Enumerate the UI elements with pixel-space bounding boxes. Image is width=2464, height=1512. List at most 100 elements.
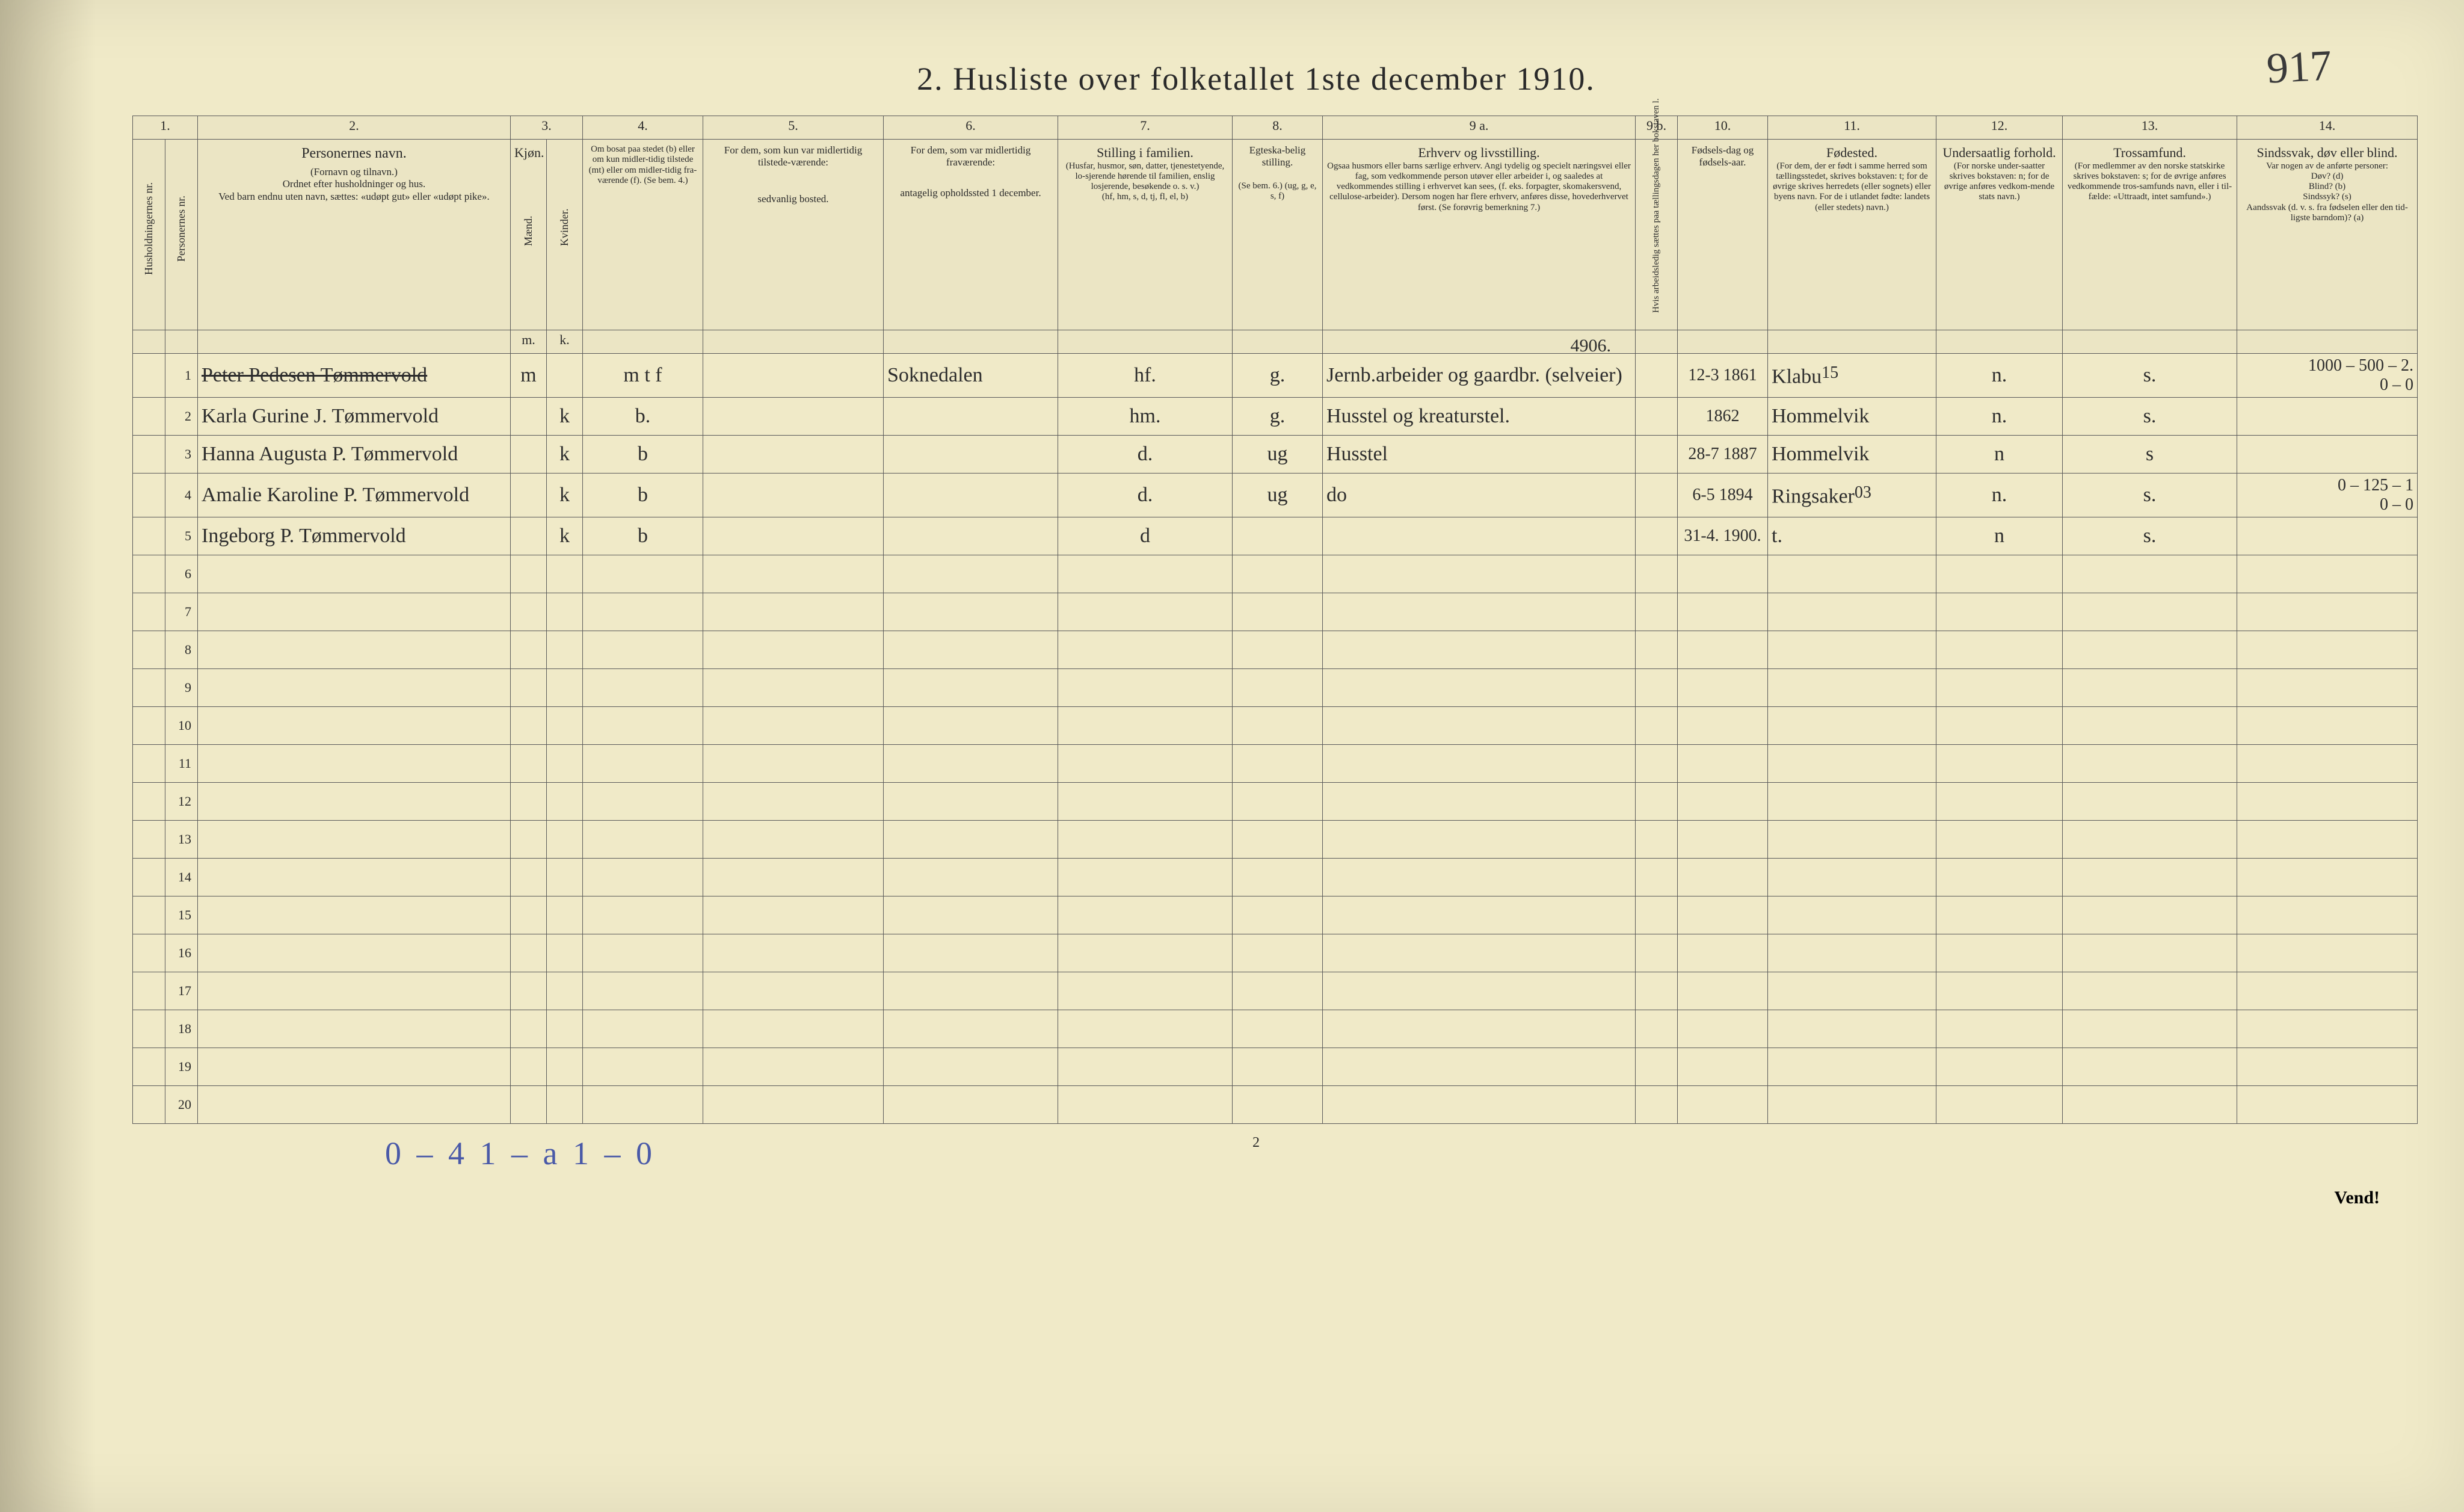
cell [547,555,583,593]
cell [198,555,511,593]
colnum: 10. [1678,116,1768,140]
cell [133,474,165,517]
cell [1058,821,1233,859]
cell [1678,631,1768,669]
cell [884,1010,1058,1048]
cell [1768,745,1936,783]
col-occupation: Erhverv og livsstilling. Ogsaa husmors e… [1323,140,1636,330]
cell [1936,934,2063,972]
col-household-nr: Husholdningernes nr. [133,140,165,330]
cell [1058,783,1233,821]
cell [1936,669,2063,707]
cell [1058,896,1233,934]
mk-row: m. k. [133,330,2418,354]
cell [1936,859,2063,896]
cell: do [1323,474,1636,517]
cell: 3 [165,436,198,474]
cell [1058,707,1233,745]
cell [133,1010,165,1048]
cell [1936,1048,2063,1086]
cell [583,555,703,593]
col-person-nr: Personernes nr. [165,140,198,330]
cell [1636,517,1678,555]
cell [511,859,547,896]
cell [133,555,165,593]
cell [583,859,703,896]
cell: 1 [165,354,198,398]
cell: k [547,517,583,555]
cell: Husstel og kreaturstel. [1323,398,1636,436]
cell [511,398,547,436]
cell [511,669,547,707]
cell [547,745,583,783]
cell [1323,783,1636,821]
cell: n [1936,436,2063,474]
cell [1323,821,1636,859]
cell [1233,1048,1323,1086]
cell [2237,669,2418,707]
cell [1936,631,2063,669]
cell [2063,1086,2237,1124]
cell: Karla Gurine J. Tømmervold [198,398,511,436]
cell [1058,631,1233,669]
cell [511,745,547,783]
cell [1678,821,1768,859]
cell [1058,934,1233,972]
cell [198,896,511,934]
cell [1323,555,1636,593]
cell [1323,859,1636,896]
cell [583,1086,703,1124]
col-disability: Sindssvak, døv eller blind. Var nogen av… [2237,140,2418,330]
cell [1636,1086,1678,1124]
cell [2063,745,2237,783]
cell [1058,669,1233,707]
table-row-empty: 9 [133,669,2418,707]
cell: g. [1233,398,1323,436]
cell: s [2063,436,2237,474]
cell [1936,972,2063,1010]
cell [133,972,165,1010]
cell [2063,1010,2237,1048]
cell [1323,669,1636,707]
col-faith: Trossamfund. (For medlemmer av den norsk… [2063,140,2237,330]
cell [1636,354,1678,398]
cell [703,896,884,934]
colnum: 9 a. [1323,116,1636,140]
cell [511,783,547,821]
column-number-row: 1. 2. 3. 4. 5. 6. 7. 8. 9 a. 9 b. 10. 11… [133,116,2418,140]
cell [1233,783,1323,821]
table-row-empty: 11 [133,745,2418,783]
cell [2237,972,2418,1010]
cell [1768,934,1936,972]
cell [2237,517,2418,555]
cell [1768,669,1936,707]
cell [583,783,703,821]
cell [2237,745,2418,783]
cell [2237,707,2418,745]
cell [1678,972,1768,1010]
cell [1768,859,1936,896]
cell [703,972,884,1010]
cell [511,821,547,859]
cell [511,474,547,517]
cell: hf. [1058,354,1233,398]
cell: b [583,517,703,555]
cell [884,398,1058,436]
cell: 9 [165,669,198,707]
cell [1768,896,1936,934]
cell: 4906.Jernb.arbeider og gaardbr. (selveie… [1323,354,1636,398]
cell [1636,398,1678,436]
cell [133,859,165,896]
cell: 20 [165,1086,198,1124]
cell [198,669,511,707]
cell: n. [1936,354,2063,398]
cell: 14 [165,859,198,896]
cell: 18 [165,1010,198,1048]
cell [2237,896,2418,934]
cell [511,631,547,669]
cell: n. [1936,474,2063,517]
cell [1323,745,1636,783]
cell [133,669,165,707]
footer-area: 0 – 4 1 – a 1 – 0 2 Vend! [132,1135,2380,1172]
cell: 28-7 1887 [1678,436,1768,474]
